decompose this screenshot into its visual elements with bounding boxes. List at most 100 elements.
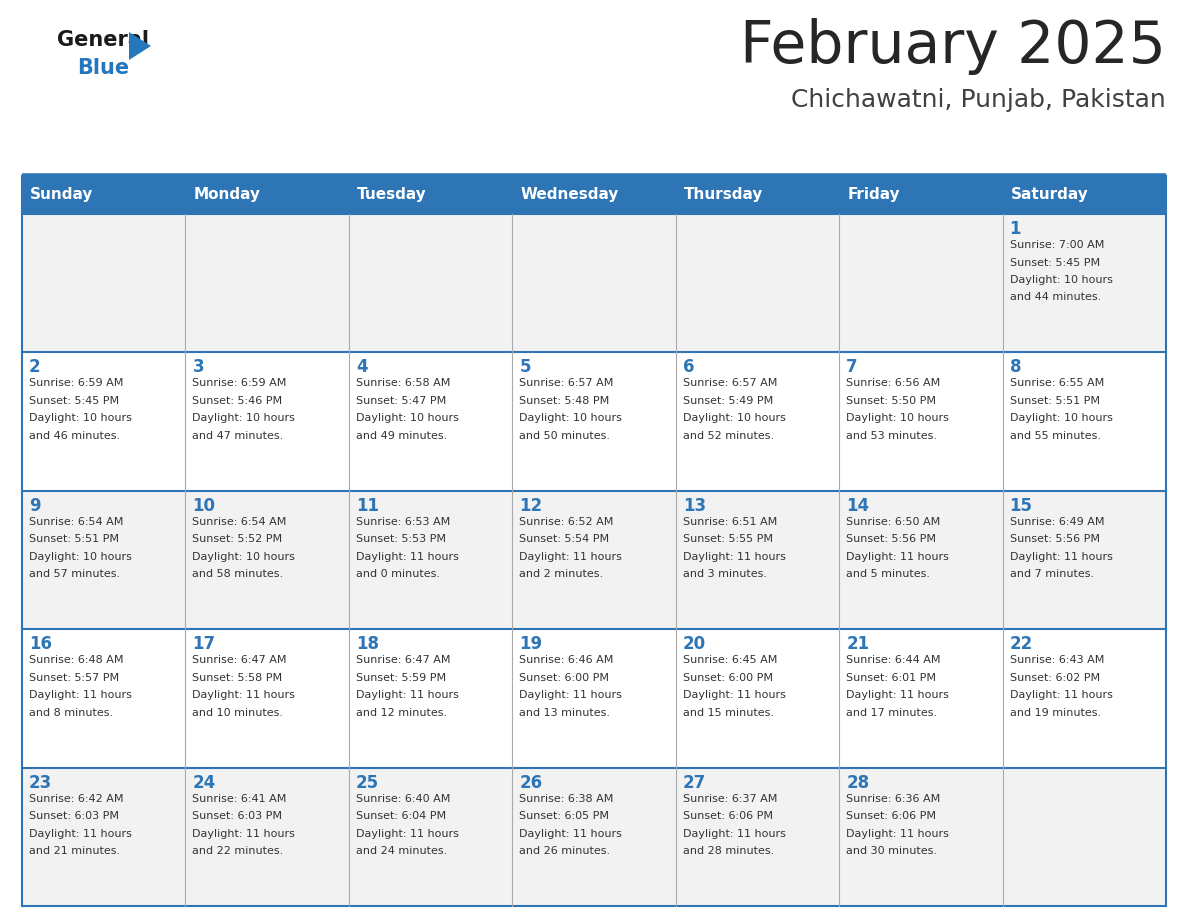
Text: Daylight: 11 hours: Daylight: 11 hours <box>846 829 949 839</box>
Text: 17: 17 <box>192 635 215 654</box>
Text: and 8 minutes.: and 8 minutes. <box>29 708 113 718</box>
Bar <box>185 767 349 906</box>
Bar <box>185 629 349 767</box>
Text: 26: 26 <box>519 774 543 791</box>
Text: 2: 2 <box>29 358 40 376</box>
Text: 13: 13 <box>683 497 706 515</box>
Text: Sunrise: 6:56 AM: Sunrise: 6:56 AM <box>846 378 941 388</box>
Bar <box>349 767 512 906</box>
Bar <box>676 767 839 906</box>
Text: and 44 minutes.: and 44 minutes. <box>1010 293 1101 303</box>
Text: and 57 minutes.: and 57 minutes. <box>29 569 120 579</box>
Text: February 2025: February 2025 <box>740 18 1165 75</box>
Text: Sunrise: 6:58 AM: Sunrise: 6:58 AM <box>356 378 450 388</box>
Text: Sunset: 5:52 PM: Sunset: 5:52 PM <box>192 534 283 544</box>
Text: and 15 minutes.: and 15 minutes. <box>683 708 773 718</box>
Text: Sunrise: 6:37 AM: Sunrise: 6:37 AM <box>683 793 777 803</box>
Text: and 47 minutes.: and 47 minutes. <box>192 431 284 441</box>
Text: Daylight: 11 hours: Daylight: 11 hours <box>683 552 785 562</box>
Text: and 30 minutes.: and 30 minutes. <box>846 846 937 856</box>
Bar <box>23 176 185 214</box>
Bar <box>349 629 512 767</box>
Bar <box>23 353 185 491</box>
Text: Sunset: 6:03 PM: Sunset: 6:03 PM <box>29 812 119 821</box>
Text: Sunset: 5:56 PM: Sunset: 5:56 PM <box>1010 534 1100 544</box>
Text: Sunset: 5:46 PM: Sunset: 5:46 PM <box>192 396 283 406</box>
Text: Sunrise: 6:54 AM: Sunrise: 6:54 AM <box>29 517 124 527</box>
Text: Sunset: 6:04 PM: Sunset: 6:04 PM <box>356 812 446 821</box>
Text: and 55 minutes.: and 55 minutes. <box>1010 431 1100 441</box>
Bar <box>512 176 676 214</box>
Text: 7: 7 <box>846 358 858 376</box>
Text: Chichawatni, Punjab, Pakistan: Chichawatni, Punjab, Pakistan <box>791 88 1165 112</box>
Bar <box>1003 491 1165 629</box>
Bar <box>839 214 1003 353</box>
Text: Sunday: Sunday <box>30 187 94 203</box>
Text: and 7 minutes.: and 7 minutes. <box>1010 569 1094 579</box>
Bar <box>1003 176 1165 214</box>
Text: Sunset: 5:53 PM: Sunset: 5:53 PM <box>356 534 446 544</box>
Text: Sunset: 5:58 PM: Sunset: 5:58 PM <box>192 673 283 683</box>
Text: Daylight: 11 hours: Daylight: 11 hours <box>356 690 459 700</box>
Bar <box>676 491 839 629</box>
Text: and 46 minutes.: and 46 minutes. <box>29 431 120 441</box>
Text: Sunset: 6:06 PM: Sunset: 6:06 PM <box>683 812 772 821</box>
Text: Sunrise: 6:59 AM: Sunrise: 6:59 AM <box>192 378 286 388</box>
Bar <box>676 353 839 491</box>
Text: and 5 minutes.: and 5 minutes. <box>846 569 930 579</box>
Text: Daylight: 10 hours: Daylight: 10 hours <box>192 413 296 423</box>
Text: and 26 minutes.: and 26 minutes. <box>519 846 611 856</box>
Text: Daylight: 11 hours: Daylight: 11 hours <box>29 690 132 700</box>
Text: 11: 11 <box>356 497 379 515</box>
Bar <box>349 176 512 214</box>
Text: and 50 minutes.: and 50 minutes. <box>519 431 611 441</box>
Text: and 12 minutes.: and 12 minutes. <box>356 708 447 718</box>
Text: and 52 minutes.: and 52 minutes. <box>683 431 773 441</box>
Bar <box>349 491 512 629</box>
Text: Daylight: 10 hours: Daylight: 10 hours <box>1010 275 1112 285</box>
Text: General: General <box>57 30 148 50</box>
Text: Daylight: 11 hours: Daylight: 11 hours <box>683 829 785 839</box>
Bar <box>512 767 676 906</box>
Text: Sunset: 5:55 PM: Sunset: 5:55 PM <box>683 534 772 544</box>
Text: Sunrise: 6:57 AM: Sunrise: 6:57 AM <box>683 378 777 388</box>
Bar <box>185 491 349 629</box>
Bar <box>676 629 839 767</box>
Text: Sunrise: 6:50 AM: Sunrise: 6:50 AM <box>846 517 941 527</box>
Text: 28: 28 <box>846 774 870 791</box>
Bar <box>839 767 1003 906</box>
Text: Daylight: 11 hours: Daylight: 11 hours <box>683 690 785 700</box>
Text: Daylight: 11 hours: Daylight: 11 hours <box>519 552 623 562</box>
Text: Sunrise: 6:52 AM: Sunrise: 6:52 AM <box>519 517 614 527</box>
Text: Daylight: 11 hours: Daylight: 11 hours <box>846 690 949 700</box>
Text: Sunset: 6:06 PM: Sunset: 6:06 PM <box>846 812 936 821</box>
Text: Daylight: 10 hours: Daylight: 10 hours <box>519 413 623 423</box>
Bar <box>839 629 1003 767</box>
Text: and 19 minutes.: and 19 minutes. <box>1010 708 1101 718</box>
Text: Sunrise: 6:44 AM: Sunrise: 6:44 AM <box>846 655 941 666</box>
Text: and 22 minutes.: and 22 minutes. <box>192 846 284 856</box>
Text: 9: 9 <box>29 497 40 515</box>
Text: 22: 22 <box>1010 635 1032 654</box>
Text: Sunrise: 6:46 AM: Sunrise: 6:46 AM <box>519 655 614 666</box>
Text: Friday: Friday <box>847 187 899 203</box>
Text: and 17 minutes.: and 17 minutes. <box>846 708 937 718</box>
Text: 3: 3 <box>192 358 204 376</box>
Text: Daylight: 11 hours: Daylight: 11 hours <box>846 552 949 562</box>
Text: and 28 minutes.: and 28 minutes. <box>683 846 773 856</box>
Text: 18: 18 <box>356 635 379 654</box>
Text: Sunset: 5:50 PM: Sunset: 5:50 PM <box>846 396 936 406</box>
Bar <box>1003 629 1165 767</box>
Text: 27: 27 <box>683 774 706 791</box>
Text: Sunrise: 6:42 AM: Sunrise: 6:42 AM <box>29 793 124 803</box>
Text: Sunrise: 6:41 AM: Sunrise: 6:41 AM <box>192 793 286 803</box>
Bar <box>1003 767 1165 906</box>
Bar <box>512 353 676 491</box>
Bar <box>185 176 349 214</box>
Text: 20: 20 <box>683 635 706 654</box>
Text: Daylight: 11 hours: Daylight: 11 hours <box>1010 690 1112 700</box>
Text: 25: 25 <box>356 774 379 791</box>
Text: and 58 minutes.: and 58 minutes. <box>192 569 284 579</box>
Text: 15: 15 <box>1010 497 1032 515</box>
Text: Daylight: 10 hours: Daylight: 10 hours <box>192 552 296 562</box>
